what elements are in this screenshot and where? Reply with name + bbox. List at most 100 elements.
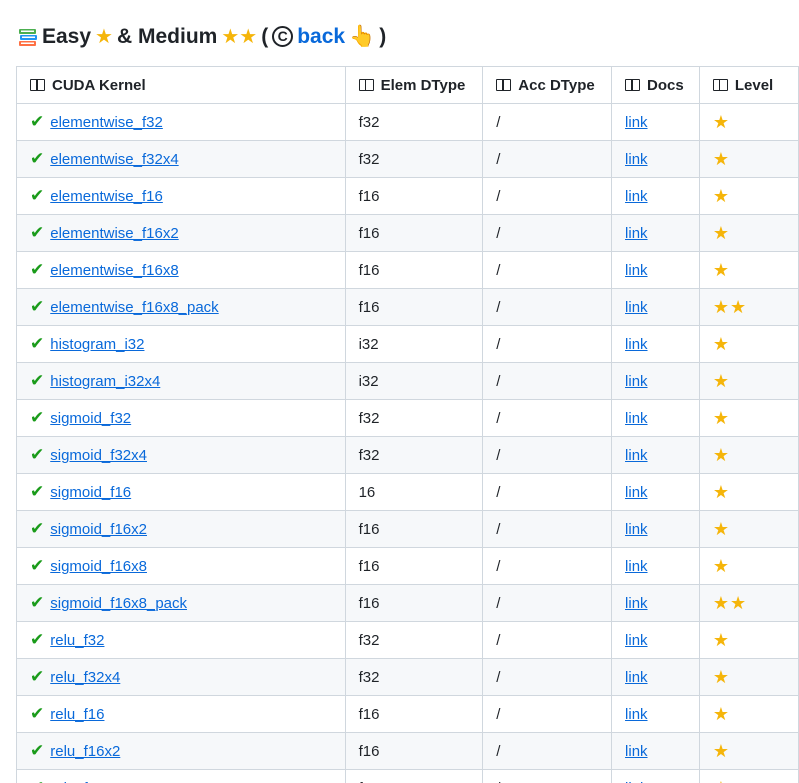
book-icon (358, 78, 374, 91)
kernel-link[interactable]: elementwise_f16x2 (50, 225, 179, 242)
kernel-cell: ✔ sigmoid_f16 (16, 473, 346, 511)
star-icon: ★ (712, 481, 730, 502)
kernel-cell: ✔ sigmoid_f32 (16, 399, 346, 437)
column-header-label: Level (734, 76, 774, 94)
docs-link[interactable]: link (625, 335, 648, 353)
kernel-link[interactable]: elementwise_f16x8_pack (50, 299, 219, 316)
elem-dtype-cell: 16 (344, 473, 484, 511)
kernel-link[interactable]: sigmoid_f32 (50, 410, 132, 427)
docs-cell: link (611, 769, 700, 783)
kernel-cell: ✔ histogram_i32 (16, 325, 346, 363)
kernel-link[interactable]: relu_f32x4 (50, 669, 121, 686)
docs-link[interactable]: link (625, 150, 648, 168)
table-row: ✔ elementwise_f16x8_pack f16/ link ★★ (16, 288, 799, 326)
check-icon: ✔ (30, 704, 45, 723)
acc-dtype-cell: / (482, 362, 613, 400)
kernel-link[interactable]: elementwise_f16x8 (50, 262, 179, 279)
docs-link[interactable]: link (625, 409, 648, 427)
kernel-link[interactable]: relu_f32 (50, 632, 105, 649)
book-icon (712, 78, 728, 91)
table-row: ✔ elementwise_f32 f32/ link ★ (16, 103, 799, 141)
kernel-cell: ✔ elementwise_f32x4 (16, 140, 346, 178)
star-icon: ★ (712, 629, 730, 650)
back-link[interactable]: back (297, 24, 346, 48)
check-icon: ✔ (30, 408, 45, 427)
kernel-link[interactable]: elementwise_f32 (50, 114, 163, 131)
docs-link[interactable]: link (625, 113, 648, 131)
acc-dtype-cell: / (482, 214, 613, 252)
check-icon: ✔ (30, 371, 45, 390)
check-icon: ✔ (30, 445, 45, 464)
level-cell: ★★ (698, 584, 799, 622)
copyright-icon: C (272, 26, 294, 47)
kernel-link[interactable]: sigmoid_f32x4 (50, 447, 147, 464)
docs-link[interactable]: link (625, 224, 648, 242)
check-icon: ✔ (30, 112, 45, 131)
docs-cell: link (611, 695, 700, 733)
star-icon: ★ (712, 666, 730, 687)
docs-link[interactable]: link (625, 668, 648, 686)
level-cell: ★ (698, 214, 799, 252)
kernel-link[interactable]: sigmoid_f16x8_pack (50, 595, 188, 612)
table-row: ✔ sigmoid_f32 f32/ link ★ (16, 399, 799, 437)
docs-cell: link (611, 103, 700, 141)
column-header-label: Docs (647, 76, 684, 94)
column-header: CUDA Kernel (16, 66, 346, 104)
acc-dtype-cell: / (482, 473, 613, 511)
star-icon: ★ (713, 778, 730, 783)
column-header: Level (698, 66, 799, 104)
table-row: ✔ sigmoid_f16x8 f16/ link ★ (16, 547, 799, 585)
docs-cell: link (611, 621, 700, 659)
elem-dtype-cell: f16 (344, 584, 484, 622)
check-icon: ✔ (30, 667, 45, 686)
acc-dtype-cell: / (482, 584, 613, 622)
check-icon: ✔ (30, 741, 45, 760)
docs-link[interactable]: link (625, 705, 648, 723)
docs-link[interactable]: link (625, 594, 648, 612)
level-cell: ★ (698, 399, 799, 437)
book-icon (30, 78, 45, 91)
star-icon: ★ (712, 740, 730, 761)
docs-link[interactable]: link (625, 261, 648, 279)
kernel-link[interactable]: sigmoid_f16 (50, 484, 132, 501)
check-icon: ✔ (30, 186, 45, 205)
elem-dtype-cell: f32 (344, 658, 484, 696)
docs-cell: link (611, 584, 700, 622)
docs-link[interactable]: link (625, 557, 648, 575)
table-row: ✔ relu_f32 f32/ link ★ (16, 621, 799, 659)
table-row: ✔ histogram_i32x4 i32/ link ★ (16, 362, 799, 400)
kernel-link[interactable]: histogram_i32 (50, 336, 145, 353)
docs-link[interactable]: link (625, 372, 648, 390)
docs-link[interactable]: link (625, 631, 648, 649)
elem-dtype-cell: f16 (344, 177, 484, 215)
docs-cell: link (611, 177, 700, 215)
acc-dtype-cell: / (482, 288, 613, 326)
elem-dtype-cell: f16 (344, 288, 484, 326)
kernel-link[interactable]: elementwise_f32x4 (50, 151, 179, 168)
section-heading: Easy ★ & Medium ★★ ( C back 👆 ) (18, 24, 386, 49)
docs-link[interactable]: link (625, 520, 648, 538)
level-cell: ★ (698, 769, 799, 783)
docs-link[interactable]: link (625, 446, 648, 464)
elem-dtype-cell: i32 (344, 325, 484, 363)
table-row: ✔ sigmoid_f16x8_pack f16/ link ★★ (16, 584, 799, 622)
docs-link[interactable]: link (625, 187, 648, 205)
docs-link[interactable]: link (625, 298, 648, 316)
pointing-hand-icon: 👆 (349, 24, 376, 48)
kernel-link[interactable]: histogram_i32x4 (50, 373, 161, 390)
acc-dtype-cell: / (482, 140, 613, 178)
docs-link[interactable]: link (625, 742, 648, 760)
acc-dtype-cell: / (482, 621, 613, 659)
kernel-link[interactable]: sigmoid_f16x8 (50, 558, 147, 575)
docs-link[interactable]: link (625, 483, 648, 501)
star-icon: ★★ (712, 592, 748, 613)
kernel-link[interactable]: elementwise_f16 (50, 188, 163, 205)
kernel-link[interactable]: relu_f16 (50, 706, 105, 723)
table-row: ✔ relu_f32x4 f32/ link ★ (16, 658, 799, 696)
elem-dtype-cell: f16 (344, 214, 484, 252)
kernel-link[interactable]: relu_f16x8 (50, 780, 120, 783)
docs-link[interactable]: link (625, 780, 648, 783)
kernel-link[interactable]: sigmoid_f16x2 (50, 521, 147, 538)
kernel-link[interactable]: relu_f16x2 (50, 743, 121, 760)
column-header-label: Elem DType (380, 76, 466, 94)
